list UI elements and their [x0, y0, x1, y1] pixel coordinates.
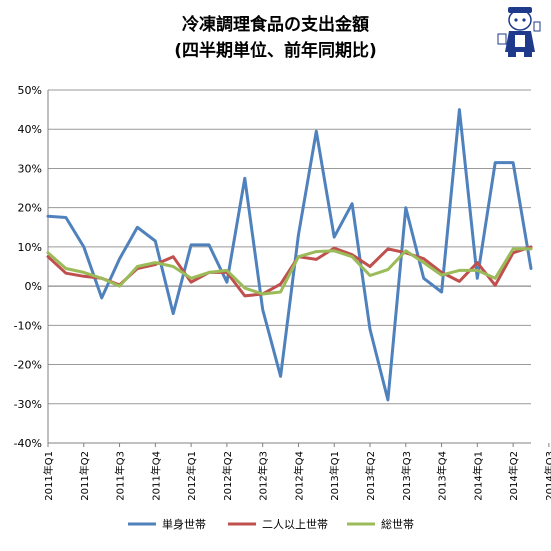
x-tick-label: 2012年Q1: [185, 451, 198, 501]
y-tick-label: 0%: [25, 280, 42, 293]
y-tick-label: 30%: [18, 162, 42, 175]
series-line-3: [46, 247, 533, 296]
legend-label-3: 総世帯: [381, 517, 414, 531]
x-tick-label: 2013年Q4: [436, 451, 449, 501]
y-tick-label: -40%: [14, 437, 42, 450]
x-tick-label: 2011年Q4: [149, 451, 162, 501]
x-tick-label: 2011年Q1: [42, 451, 55, 501]
x-tick-label: 2014年Q2: [507, 451, 520, 501]
y-tick-label: -30%: [14, 398, 42, 411]
chart-subtitle: (四半期単位、前年同期比): [174, 41, 377, 61]
y-tick-label: 50%: [18, 84, 42, 97]
y-tick-label: -10%: [14, 319, 42, 332]
x-tick-label: 2013年Q2: [364, 451, 377, 501]
legend-label-2: 二人以上世帯: [262, 518, 328, 531]
x-tick-label: 2014年Q3: [543, 451, 551, 501]
y-tick-label: 20%: [18, 202, 42, 215]
x-tick-label: 2013年Q1: [328, 451, 341, 501]
y-tick-label: 10%: [18, 241, 42, 254]
x-tick-label: 2014年Q1: [471, 451, 484, 501]
y-tick-label: 40%: [18, 123, 42, 136]
x-tick-label: 2012年Q3: [257, 451, 270, 501]
chart-title: 冷凍調理食品の支出金額: [182, 15, 369, 35]
x-tick-label: 2011年Q3: [114, 451, 127, 501]
x-tick-label: 2012年Q4: [292, 451, 305, 501]
y-tick-label: -20%: [14, 359, 42, 372]
x-tick-label: 2011年Q2: [78, 451, 91, 501]
x-tick-label: 2013年Q3: [400, 451, 413, 501]
legend-label-1: 単身世帯: [162, 517, 206, 531]
mascot-logo: [497, 7, 541, 57]
x-tick-label: 2012年Q2: [221, 451, 234, 501]
series-line-1: [46, 108, 533, 402]
